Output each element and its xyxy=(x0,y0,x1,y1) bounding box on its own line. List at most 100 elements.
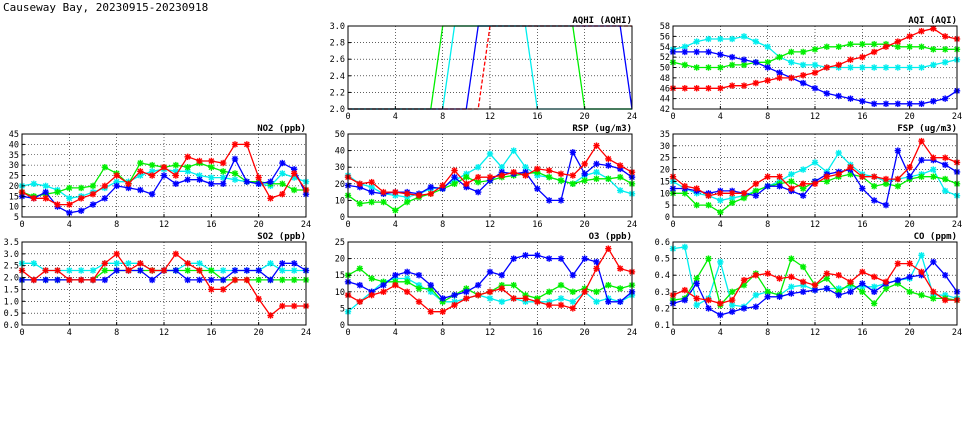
data-point xyxy=(752,291,760,299)
x-tick-label: 24 xyxy=(301,328,311,338)
data-point xyxy=(42,195,49,202)
data-point xyxy=(101,164,109,171)
data-point xyxy=(392,188,399,196)
data-point xyxy=(243,178,251,185)
data-point xyxy=(593,175,600,183)
data-point xyxy=(941,272,949,279)
data-point xyxy=(290,186,298,194)
data-point xyxy=(77,276,85,284)
data-point xyxy=(30,260,38,267)
data-point xyxy=(66,201,73,208)
data-point xyxy=(681,243,689,251)
y-tick-label: 20 xyxy=(335,180,345,190)
data-point xyxy=(799,61,807,69)
data-point xyxy=(616,298,624,305)
x-tick-label: 16 xyxy=(532,220,542,230)
data-point xyxy=(267,178,274,185)
data-point xyxy=(693,64,700,71)
chart-title: AQI (AQI) xyxy=(908,16,957,26)
data-point xyxy=(616,265,624,272)
data-point xyxy=(894,100,902,108)
data-point xyxy=(231,170,239,177)
data-point xyxy=(219,276,227,284)
data-point xyxy=(267,312,274,319)
data-point xyxy=(557,197,565,204)
data-point xyxy=(882,100,890,108)
data-point xyxy=(930,61,937,69)
data-point xyxy=(693,295,700,302)
y-tick-label: 52 xyxy=(660,53,670,63)
data-point xyxy=(605,298,612,305)
data-point xyxy=(534,252,541,259)
data-point xyxy=(788,273,795,281)
data-point xyxy=(184,153,191,161)
data-point xyxy=(368,188,375,196)
data-point xyxy=(219,180,227,187)
data-point xyxy=(859,173,866,180)
data-point xyxy=(184,164,191,171)
data-point xyxy=(593,168,600,176)
chart-title: CO (ppm) xyxy=(914,232,957,242)
data-point xyxy=(77,207,85,214)
data-point xyxy=(279,276,286,284)
data-point xyxy=(752,180,760,187)
y-tick-label: 45 xyxy=(9,130,19,140)
x-tick-label: 0 xyxy=(19,220,24,230)
chart-so2: SO2 (ppb) 0 4 8 12 16 20 24 0.0 0.5 1.0 1.52.0 2.5 3.… xyxy=(4,232,311,338)
data-point xyxy=(894,182,902,190)
data-point xyxy=(89,182,97,190)
data-point xyxy=(823,173,831,180)
y-tick-label: 3.0 xyxy=(4,250,19,260)
data-point xyxy=(125,267,132,274)
x-tick-label: 4 xyxy=(718,220,723,230)
data-point xyxy=(764,270,771,277)
x-tick-label: 20 xyxy=(905,220,915,230)
data-point xyxy=(906,260,913,267)
data-point xyxy=(717,64,724,71)
data-point xyxy=(101,267,109,274)
data-point xyxy=(728,190,736,197)
x-tick-label: 4 xyxy=(67,328,72,338)
data-point xyxy=(705,255,712,262)
data-point xyxy=(882,201,890,209)
y-tick-label: 2.4 xyxy=(330,72,345,82)
data-point xyxy=(184,260,191,267)
y-tick-label: 10 xyxy=(335,288,345,298)
x-tick-label: 24 xyxy=(952,220,962,230)
x-tick-label: 24 xyxy=(301,220,311,230)
data-point xyxy=(569,272,577,279)
data-point xyxy=(66,184,73,192)
data-point xyxy=(196,260,203,267)
data-point xyxy=(799,72,807,79)
data-point xyxy=(740,190,748,197)
data-point xyxy=(219,267,227,274)
data-point xyxy=(231,267,239,274)
data-point xyxy=(705,305,712,312)
x-tick-label: 20 xyxy=(580,112,590,122)
data-point xyxy=(42,188,49,196)
data-point xyxy=(439,295,446,302)
y-tick-label: 0.6 xyxy=(655,238,670,248)
data-point xyxy=(906,173,913,180)
y-tick-label: 3.0 xyxy=(330,22,345,32)
y-tick-label: 20 xyxy=(9,182,19,192)
data-point xyxy=(208,267,215,274)
data-point xyxy=(681,296,689,304)
data-point xyxy=(148,267,156,274)
data-point xyxy=(835,272,842,279)
data-point xyxy=(752,79,760,87)
data-point xyxy=(148,190,156,198)
data-point xyxy=(368,275,375,282)
data-point xyxy=(415,298,423,305)
data-point xyxy=(231,155,239,163)
y-tick-label: 25 xyxy=(9,172,19,182)
data-point xyxy=(392,281,399,289)
data-point xyxy=(172,161,180,169)
data-point xyxy=(906,288,913,295)
data-point xyxy=(799,48,807,56)
data-point xyxy=(593,298,600,305)
chart-title: SO2 (ppb) xyxy=(257,232,306,242)
data-point xyxy=(569,305,577,312)
data-point xyxy=(290,302,298,310)
